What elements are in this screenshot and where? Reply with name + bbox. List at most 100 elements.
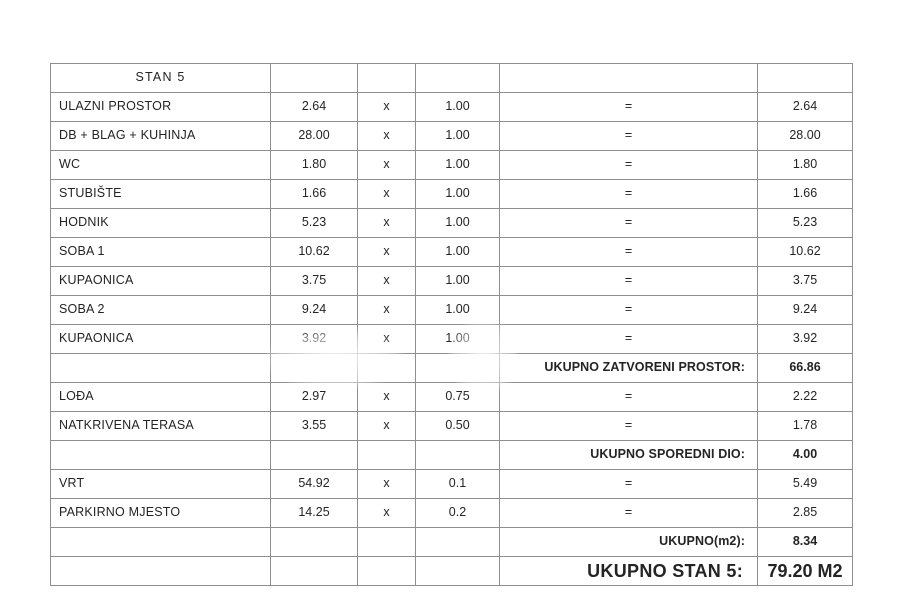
row-result-cell: 9.24 bbox=[757, 295, 853, 325]
row-operator-cell: x bbox=[357, 295, 416, 325]
row-label-cell: STAN 5 bbox=[50, 63, 271, 93]
table-row: NATKRIVENA TERASA 3.55 x 0.50 = 1.78 bbox=[50, 411, 853, 441]
row-equals-cell: = bbox=[499, 324, 758, 354]
row-equals-cell: = bbox=[499, 498, 758, 528]
row-value-cell: 1.80 bbox=[270, 150, 358, 180]
table-row: STUBIŠTE 1.66 x 1.00 = 1.66 bbox=[50, 179, 853, 209]
row-label-cell: NATKRIVENA TERASA bbox=[50, 411, 271, 441]
table-row: ULAZNI PROSTOR 2.64 x 1.00 = 2.64 bbox=[50, 92, 853, 122]
table-row: STAN 5 bbox=[50, 63, 853, 93]
table-row: SOBA 2 9.24 x 1.00 = 9.24 bbox=[50, 295, 853, 325]
row-equals-cell: = bbox=[499, 469, 758, 499]
area-calculation-sheet: STAN 5 ULAZNI PROSTOR 2.64 x 1.00 = 2.64 DB + B… bbox=[50, 63, 853, 586]
row-result-cell: 79.20 M2 bbox=[757, 556, 853, 586]
row-equals-cell: = bbox=[499, 208, 758, 238]
row-result-cell: 28.00 bbox=[757, 121, 853, 151]
table-row: KUPAONICA 3.75 x 1.00 = 3.75 bbox=[50, 266, 853, 296]
row-factor-cell bbox=[415, 353, 500, 383]
row-equals-cell: = bbox=[499, 150, 758, 180]
row-label-cell: VRT bbox=[50, 469, 271, 499]
row-factor-cell bbox=[415, 63, 500, 93]
row-value-cell: 3.75 bbox=[270, 266, 358, 296]
table-row: UKUPNO STAN 5: 79.20 M2 bbox=[50, 556, 853, 586]
table-row: UKUPNO ZATVORENI PROSTOR: 66.86 bbox=[50, 353, 853, 383]
row-equals-cell: = bbox=[499, 92, 758, 122]
row-operator-cell bbox=[357, 556, 416, 586]
row-result-cell: 2.22 bbox=[757, 382, 853, 412]
row-equals-cell: = bbox=[499, 382, 758, 412]
row-factor-cell: 1.00 bbox=[415, 92, 500, 122]
row-result-cell: 2.85 bbox=[757, 498, 853, 528]
row-value-cell: 9.24 bbox=[270, 295, 358, 325]
row-value-cell: 3.92 bbox=[270, 324, 358, 354]
row-factor-cell: 1.00 bbox=[415, 208, 500, 238]
row-value-cell: 3.55 bbox=[270, 411, 358, 441]
row-factor-cell: 1.00 bbox=[415, 295, 500, 325]
row-label-cell bbox=[50, 527, 271, 557]
row-result-cell: 2.64 bbox=[757, 92, 853, 122]
row-result-cell: 5.23 bbox=[757, 208, 853, 238]
row-operator-cell: x bbox=[357, 498, 416, 528]
row-factor-cell: 1.00 bbox=[415, 324, 500, 354]
row-label-cell: PARKIRNO MJESTO bbox=[50, 498, 271, 528]
table-row: VRT 54.92 x 0.1 = 5.49 bbox=[50, 469, 853, 499]
row-label-cell: SOBA 1 bbox=[50, 237, 271, 267]
row-factor-cell: 0.1 bbox=[415, 469, 500, 499]
row-value-cell bbox=[270, 353, 358, 383]
table-row: LOĐA 2.97 x 0.75 = 2.22 bbox=[50, 382, 853, 412]
row-label-cell: WC bbox=[50, 150, 271, 180]
row-equals-cell: = bbox=[499, 411, 758, 441]
row-factor-cell: 0.50 bbox=[415, 411, 500, 441]
row-result-cell: 8.34 bbox=[757, 527, 853, 557]
row-operator-cell: x bbox=[357, 150, 416, 180]
row-result-cell: 66.86 bbox=[757, 353, 853, 383]
row-operator-cell bbox=[357, 527, 416, 557]
row-result-cell: 1.80 bbox=[757, 150, 853, 180]
row-value-cell: 54.92 bbox=[270, 469, 358, 499]
row-result-cell bbox=[757, 63, 853, 93]
row-factor-cell: 1.00 bbox=[415, 121, 500, 151]
row-operator-cell: x bbox=[357, 92, 416, 122]
table-body: STAN 5 ULAZNI PROSTOR 2.64 x 1.00 = 2.64 DB + B… bbox=[50, 63, 853, 586]
row-result-cell: 4.00 bbox=[757, 440, 853, 470]
row-value-cell bbox=[270, 63, 358, 93]
row-operator-cell bbox=[357, 63, 416, 93]
row-value-cell bbox=[270, 556, 358, 586]
row-operator-cell: x bbox=[357, 324, 416, 354]
row-value-cell: 2.97 bbox=[270, 382, 358, 412]
row-operator-cell: x bbox=[357, 179, 416, 209]
row-result-cell: 1.78 bbox=[757, 411, 853, 441]
row-label-cell: SOBA 2 bbox=[50, 295, 271, 325]
row-factor-cell: 0.2 bbox=[415, 498, 500, 528]
row-equals-cell: = bbox=[499, 295, 758, 325]
row-label-cell: STUBIŠTE bbox=[50, 179, 271, 209]
row-operator-cell: x bbox=[357, 469, 416, 499]
row-label-cell bbox=[50, 353, 271, 383]
table-row: PARKIRNO MJESTO 14.25 x 0.2 = 2.85 bbox=[50, 498, 853, 528]
row-value-cell: 5.23 bbox=[270, 208, 358, 238]
row-factor-cell: 1.00 bbox=[415, 237, 500, 267]
row-equals-cell: UKUPNO STAN 5: bbox=[499, 556, 758, 586]
row-equals-cell: UKUPNO(m2): bbox=[499, 527, 758, 557]
row-operator-cell: x bbox=[357, 266, 416, 296]
row-equals-cell: = bbox=[499, 179, 758, 209]
row-equals-cell: = bbox=[499, 121, 758, 151]
row-operator-cell: x bbox=[357, 208, 416, 238]
row-result-cell: 1.66 bbox=[757, 179, 853, 209]
table-row: DB + BLAG + KUHINJA 28.00 x 1.00 = 28.00 bbox=[50, 121, 853, 151]
row-label-cell bbox=[50, 440, 271, 470]
row-label-cell: DB + BLAG + KUHINJA bbox=[50, 121, 271, 151]
row-factor-cell bbox=[415, 527, 500, 557]
table-row: UKUPNO(m2): 8.34 bbox=[50, 527, 853, 557]
row-factor-cell: 0.75 bbox=[415, 382, 500, 412]
row-equals-cell: UKUPNO ZATVORENI PROSTOR: bbox=[499, 353, 758, 383]
row-value-cell: 14.25 bbox=[270, 498, 358, 528]
row-label-cell: LOĐA bbox=[50, 382, 271, 412]
row-operator-cell bbox=[357, 440, 416, 470]
row-operator-cell: x bbox=[357, 121, 416, 151]
table-row: HODNIK 5.23 x 1.00 = 5.23 bbox=[50, 208, 853, 238]
row-value-cell: 10.62 bbox=[270, 237, 358, 267]
row-factor-cell bbox=[415, 440, 500, 470]
table-row: KUPAONICA 3.92 x 1.00 = 3.92 bbox=[50, 324, 853, 354]
table-row: SOBA 1 10.62 x 1.00 = 10.62 bbox=[50, 237, 853, 267]
